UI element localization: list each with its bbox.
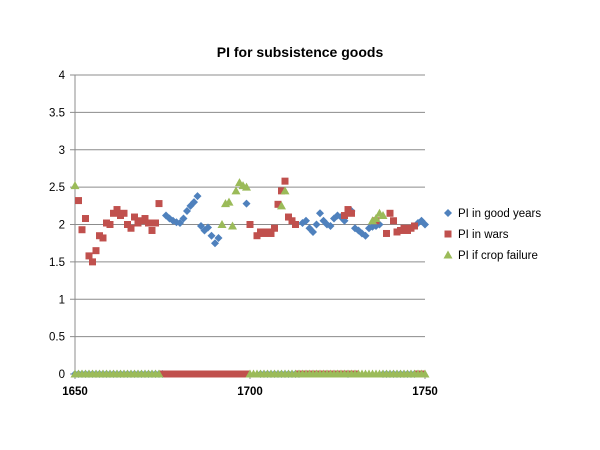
legend-marker [444,209,452,217]
data-point [99,234,107,242]
series-2 [75,177,425,378]
data-point [131,213,138,221]
legend: PI in good years PI in wars PI if crop fai… [443,208,541,262]
data-point [348,209,355,217]
data-point [361,231,370,240]
data-point [183,207,191,216]
y-tick-label: 2 [59,220,65,232]
data-point [110,209,117,217]
x-tick-label: 1650 [62,386,88,398]
data-point [78,226,86,234]
data-point [89,258,96,266]
data-point [70,181,80,190]
data-point [106,221,114,228]
data-point [85,252,93,260]
legend-label: PI in wars [458,229,509,241]
data-point [288,217,296,225]
data-point [292,221,299,228]
data-point [204,223,212,232]
data-point [271,224,278,232]
data-point [179,214,188,223]
data-point [281,177,289,185]
x-tick-label: 1700 [237,386,263,398]
data-point [309,227,317,236]
data-point [224,197,234,206]
legend-item: PI if crop failure [443,250,538,262]
legend-marker [443,250,453,259]
data-point [154,369,164,378]
y-tick-label: 0.5 [49,332,65,344]
y-tick-label: 1.5 [49,257,65,269]
gridlines [75,74,425,338]
chart-title: PI for subsistence goods [217,44,384,60]
data-point [127,224,135,232]
data-point [386,209,394,217]
legend-label: PI in good years [458,208,541,220]
data-point [217,220,227,228]
data-point [390,217,397,225]
y-axis-ticks: 0 0.5 1 1.5 2 2.5 3 3.5 4 [49,70,75,381]
legend-label: PI if crop failure [458,250,538,262]
data-point [155,200,163,208]
data-point [302,216,310,225]
data-point [420,369,430,378]
legend-item: PI in wars [444,229,509,241]
data-point [274,200,282,208]
data-point [341,212,348,220]
data-point [421,220,429,229]
data-point [214,233,223,242]
data-point [92,247,100,255]
data-point [267,229,275,237]
data-point [312,220,321,229]
data-point [277,201,286,210]
x-axis-ticks: 1650 1700 1750 [62,374,438,398]
data-point [124,221,131,228]
data-point [207,231,216,240]
y-tick-label: 4 [59,70,66,82]
data-point [211,239,219,248]
data-point [243,370,250,378]
data-point [242,182,251,191]
data-points [70,177,430,378]
data-point [316,209,324,218]
data-point [193,192,202,201]
data-point [190,198,198,207]
legend-marker [444,230,452,238]
data-point [141,215,149,223]
data-point [82,215,89,223]
data-point [278,187,285,195]
data-point [75,197,82,205]
series-3 [70,178,430,378]
data-point [378,211,388,220]
data-point [242,199,251,208]
data-point [326,221,335,230]
y-tick-label: 3 [59,145,65,157]
data-point [280,186,290,195]
data-point [231,186,241,195]
data-point [145,219,152,227]
y-tick-label: 1 [59,294,65,306]
legend-item: PI in good years [444,208,541,220]
data-point [152,219,159,227]
y-tick-label: 2.5 [49,182,65,194]
y-tick-label: 0 [59,369,65,381]
data-point [120,209,128,217]
data-point [246,221,254,228]
data-point [344,206,352,214]
data-point [383,229,390,237]
data-point [228,221,237,230]
data-point [411,222,418,230]
y-tick-label: 3.5 [49,107,65,119]
data-point [148,226,156,234]
data-point [113,206,121,214]
x-tick-label: 1750 [412,386,438,398]
data-point [253,232,261,240]
data-point [285,213,292,221]
data-point [371,214,381,223]
